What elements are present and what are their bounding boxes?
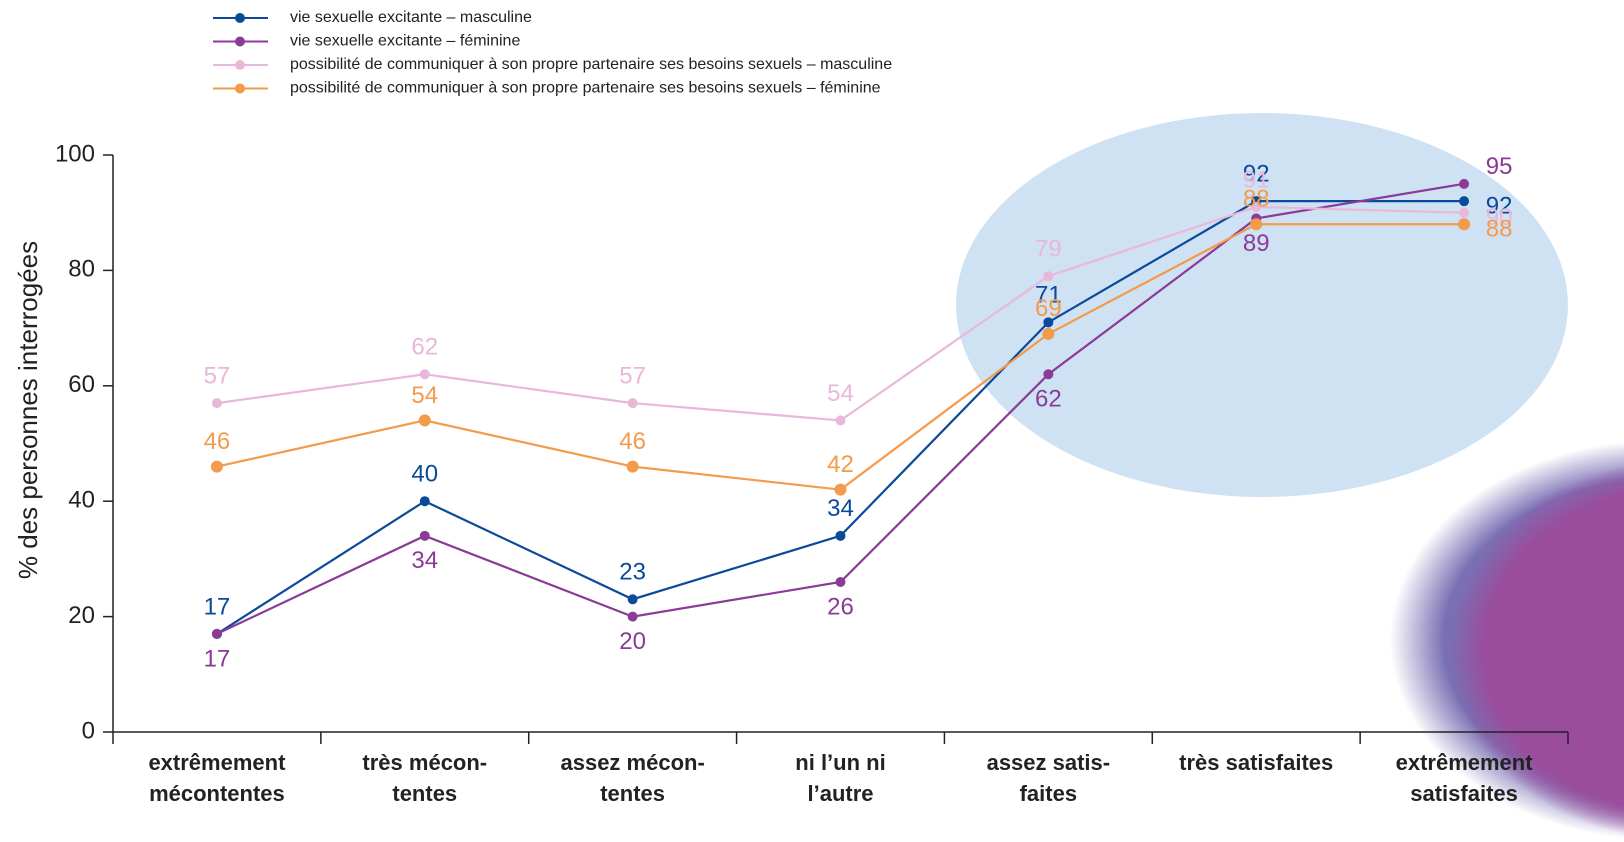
legend-marker: [235, 36, 245, 47]
data-label: 57: [619, 362, 646, 389]
x-tick-label: satisfaites: [1410, 781, 1518, 806]
x-tick-label: mécontentes: [149, 781, 285, 806]
data-label: 95: [1486, 153, 1513, 180]
data-point: [418, 414, 431, 427]
x-tick-label: extrêmement: [1396, 750, 1534, 775]
x-tick-label: très mécon-: [362, 750, 487, 775]
data-point: [1043, 369, 1054, 380]
data-point: [419, 530, 430, 541]
x-tick-label: ni l’un ni: [795, 750, 885, 775]
data-label: 89: [1243, 230, 1270, 257]
data-label: 42: [827, 451, 854, 478]
data-point: [1250, 218, 1263, 231]
data-label: 92: [1486, 193, 1513, 220]
data-label: 23: [619, 559, 646, 586]
data-point: [1043, 271, 1054, 282]
y-tick-label: 100: [55, 140, 95, 167]
x-tick-label: extrêmement: [148, 750, 286, 775]
data-point: [1459, 196, 1470, 207]
data-label: 90: [1486, 204, 1513, 231]
y-tick-label: 40: [68, 487, 95, 514]
y-tick-label: 0: [82, 717, 95, 744]
x-tick-label: faites: [1020, 781, 1077, 806]
data-label: 57: [204, 362, 231, 389]
x-tick-label: très satisfaites: [1179, 750, 1333, 775]
data-label: 34: [827, 495, 854, 522]
data-point: [1251, 201, 1262, 212]
y-tick-label: 80: [68, 256, 95, 283]
data-label: 20: [619, 628, 646, 655]
legend-label: vie sexuelle excitante – masculine: [290, 9, 532, 26]
data-point: [627, 594, 638, 605]
data-label: 62: [411, 334, 438, 361]
data-label: 79: [1035, 236, 1062, 263]
data-label: 92: [1243, 161, 1270, 188]
data-label: 46: [204, 428, 231, 455]
x-tick-label: assez mécon-: [560, 750, 704, 775]
data-point: [626, 460, 639, 473]
data-label: 88: [1243, 186, 1270, 213]
legend-marker: [235, 13, 245, 23]
x-tick-label: l’autre: [807, 781, 873, 806]
data-label: 17: [204, 593, 231, 620]
data-label: 34: [411, 547, 438, 574]
legend-label: vie sexuelle excitante – féminine: [290, 33, 520, 50]
data-label: 88: [1486, 216, 1513, 243]
data-point: [419, 496, 430, 507]
data-point: [1459, 178, 1470, 189]
data-label: 62: [1035, 386, 1062, 413]
data-point: [1042, 327, 1055, 340]
y-tick-label: 60: [68, 371, 95, 398]
data-label: 54: [411, 382, 438, 409]
legend-marker: [235, 60, 245, 70]
data-point: [627, 611, 638, 622]
data-point: [627, 398, 638, 409]
data-label: 26: [827, 593, 854, 620]
x-tick-label: tentes: [392, 781, 457, 806]
data-label: 69: [1035, 295, 1062, 322]
data-point: [1043, 317, 1054, 328]
data-label: 71: [1035, 282, 1062, 309]
legend-label: possibilité de communiquer à son propre …: [290, 56, 892, 73]
legend-label: possibilité de communiquer à son propre …: [290, 80, 881, 97]
data-point: [1458, 218, 1471, 231]
legend-marker: [235, 83, 245, 94]
data-point: [211, 628, 222, 639]
data-point: [1459, 207, 1470, 218]
data-label: 46: [619, 428, 646, 455]
data-point: [211, 398, 222, 409]
data-point: [419, 369, 430, 380]
data-label: 91: [1243, 166, 1270, 193]
x-tick-label: assez satis-: [987, 750, 1111, 775]
data-point: [210, 460, 223, 473]
data-point: [834, 483, 847, 496]
decoration: [956, 113, 1624, 839]
y-axis-label: % des personnes interrogées: [13, 241, 43, 579]
data-label: 17: [204, 645, 231, 672]
data-label: 40: [411, 461, 438, 488]
x-tick-label: tentes: [600, 781, 665, 806]
data-point: [835, 415, 846, 426]
data-point: [835, 530, 846, 541]
data-label: 54: [827, 380, 854, 407]
data-point: [835, 576, 846, 587]
y-tick-label: 20: [68, 602, 95, 629]
